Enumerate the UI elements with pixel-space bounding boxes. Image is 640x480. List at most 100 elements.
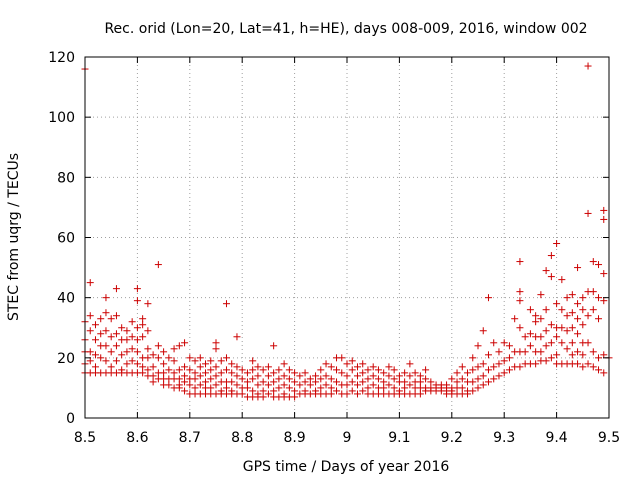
data-point	[511, 315, 519, 323]
data-point	[474, 342, 482, 350]
data-point	[595, 315, 603, 323]
data-point	[233, 381, 241, 389]
data-point	[222, 300, 230, 308]
data-point	[390, 384, 398, 392]
data-point	[364, 384, 372, 392]
data-point	[170, 357, 178, 365]
data-point	[458, 363, 466, 371]
data-point	[296, 381, 304, 389]
data-point	[186, 366, 194, 374]
x-tick-label: 9.3	[493, 430, 515, 446]
data-point	[516, 324, 524, 332]
data-point	[112, 342, 120, 350]
data-point	[249, 387, 257, 395]
data-point	[595, 366, 603, 374]
data-point	[327, 384, 335, 392]
data-point	[505, 354, 513, 362]
data-point	[458, 384, 466, 392]
data-point	[532, 360, 540, 368]
data-point	[238, 390, 246, 398]
x-tick-label: 8.9	[283, 430, 305, 446]
data-point	[102, 294, 110, 302]
data-point	[521, 333, 529, 341]
data-point	[312, 372, 320, 380]
data-point	[149, 351, 157, 359]
data-point	[579, 306, 587, 314]
data-point	[484, 378, 492, 386]
data-point	[139, 369, 147, 377]
data-point	[589, 288, 597, 296]
data-point	[526, 342, 534, 350]
data-point	[600, 297, 608, 305]
data-point	[553, 300, 561, 308]
data-point	[112, 285, 120, 293]
data-point	[348, 378, 356, 386]
data-point	[259, 387, 267, 395]
data-point	[495, 372, 503, 380]
data-point	[322, 372, 330, 380]
data-point	[128, 357, 136, 365]
data-point	[348, 366, 356, 374]
data-point	[317, 375, 325, 383]
data-point	[558, 306, 566, 314]
data-point	[280, 381, 288, 389]
data-point	[254, 381, 262, 389]
data-point	[170, 345, 178, 353]
data-point	[249, 366, 257, 374]
data-point	[97, 315, 105, 323]
data-point	[600, 270, 608, 278]
data-point	[102, 327, 110, 335]
data-point	[207, 366, 215, 374]
data-point	[574, 315, 582, 323]
data-point	[553, 240, 561, 248]
data-point	[191, 357, 199, 365]
data-point	[249, 357, 257, 365]
data-point	[144, 327, 152, 335]
data-point	[369, 372, 377, 380]
data-point	[238, 366, 246, 374]
data-point	[196, 354, 204, 362]
data-point	[306, 381, 314, 389]
data-point	[233, 333, 241, 341]
data-point	[139, 333, 147, 341]
data-point	[170, 369, 178, 377]
data-point	[595, 294, 603, 302]
data-point	[175, 375, 183, 383]
data-point	[574, 360, 582, 368]
data-point	[579, 294, 587, 302]
data-point	[128, 345, 136, 353]
data-point	[181, 372, 189, 380]
data-point	[490, 363, 498, 371]
data-point	[343, 360, 351, 368]
data-point	[364, 366, 372, 374]
data-point	[181, 378, 189, 386]
data-point	[374, 366, 382, 374]
data-point	[505, 366, 513, 374]
data-point	[338, 369, 346, 377]
data-point	[212, 381, 220, 389]
data-point	[175, 342, 183, 350]
data-point	[589, 258, 597, 266]
data-point	[243, 369, 251, 377]
data-point	[353, 390, 361, 398]
data-point	[537, 315, 545, 323]
data-point	[374, 375, 382, 383]
data-point	[212, 339, 220, 347]
data-point	[107, 333, 115, 341]
data-point	[144, 354, 152, 362]
data-point	[86, 312, 94, 320]
data-point	[149, 372, 157, 380]
data-point	[181, 387, 189, 395]
data-point	[542, 327, 550, 335]
data-point	[526, 330, 534, 338]
data-point	[160, 369, 168, 377]
data-point	[285, 375, 293, 383]
data-point	[416, 378, 424, 386]
data-point	[264, 390, 272, 398]
data-point	[160, 348, 168, 356]
data-point	[217, 369, 225, 377]
data-point	[484, 294, 492, 302]
data-point	[233, 363, 241, 371]
axis-ticks	[84, 56, 610, 419]
data-point	[353, 363, 361, 371]
